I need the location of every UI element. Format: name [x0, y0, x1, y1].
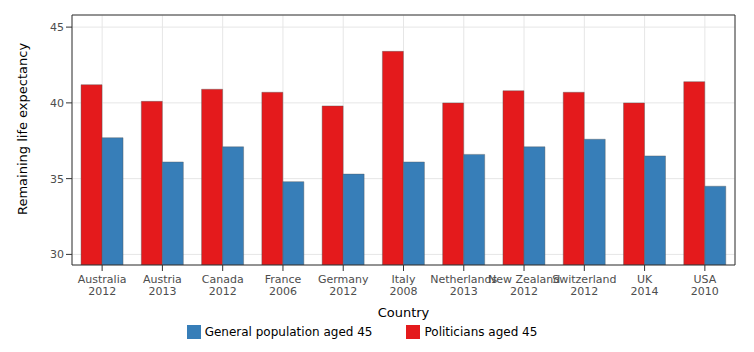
svg-text:2013: 2013 — [148, 285, 176, 298]
html-text:Politicians aged 45: Politicians aged 45 — [424, 325, 538, 339]
svg-text:Country: Country — [378, 305, 430, 320]
svg-text:2013: 2013 — [450, 285, 478, 298]
svg-text:New Zealand: New Zealand — [487, 273, 561, 286]
svg-text:30: 30 — [50, 248, 64, 261]
html-text:General population aged 45: General population aged 45 — [204, 325, 373, 339]
svg-text:Canada: Canada — [201, 273, 244, 286]
svg-text:2012: 2012 — [510, 285, 538, 298]
svg-text:35: 35 — [50, 173, 64, 186]
svg-text:2012: 2012 — [209, 285, 237, 298]
svg-text:2008: 2008 — [390, 285, 418, 298]
svg-text:2014: 2014 — [631, 285, 659, 298]
svg-text:2012: 2012 — [88, 285, 116, 298]
svg-text:2012: 2012 — [570, 285, 598, 298]
svg-text:2012: 2012 — [329, 285, 357, 298]
svg-text:Germany: Germany — [317, 273, 369, 286]
svg-text:Australia: Australia — [77, 273, 127, 286]
svg-text:Switzerland: Switzerland — [552, 273, 617, 286]
svg-text:Remaining life expectancy: Remaining life expectancy — [15, 43, 30, 215]
svg-text:Austria: Austria — [143, 273, 182, 286]
svg-text:Italy: Italy — [391, 273, 416, 286]
svg-text:France: France — [264, 273, 302, 286]
svg-text:40: 40 — [50, 97, 64, 110]
svg-text:2006: 2006 — [269, 285, 297, 298]
svg-text:45: 45 — [50, 21, 64, 34]
svg-text:USA: USA — [693, 273, 717, 286]
svg-text:2010: 2010 — [691, 285, 719, 298]
svg-text:UK: UK — [637, 273, 653, 286]
